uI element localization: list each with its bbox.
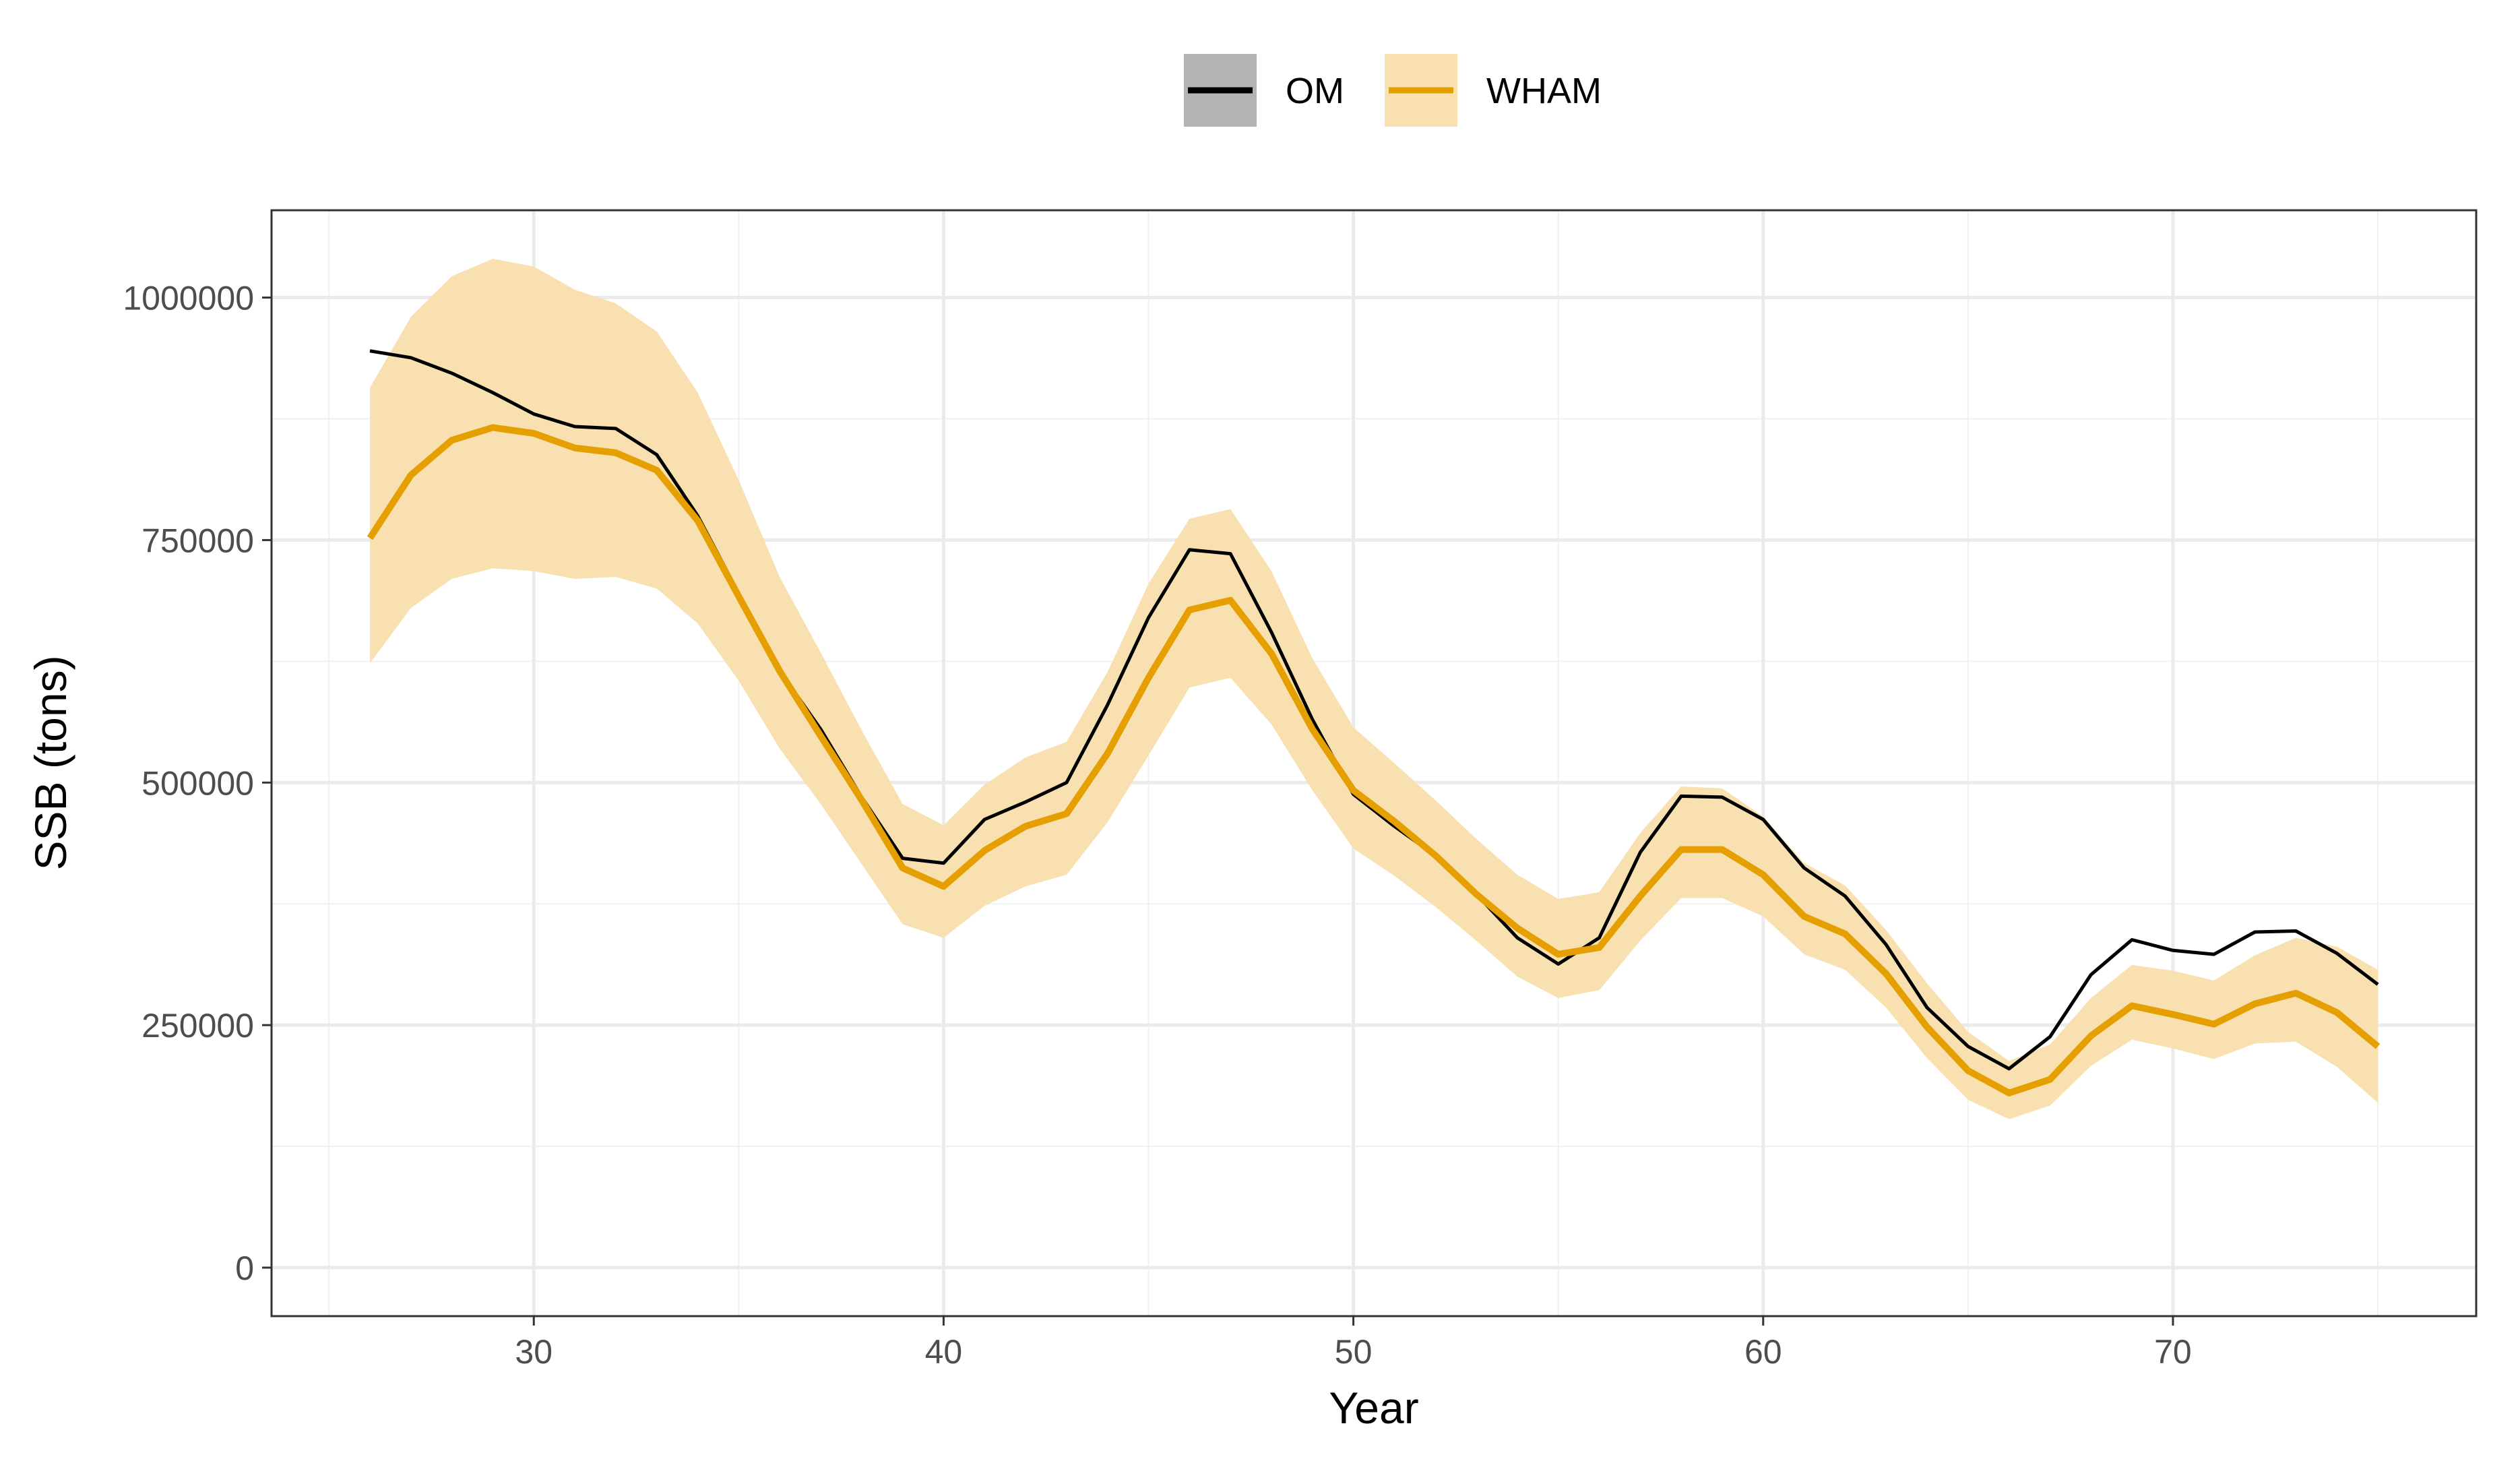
panel-border bbox=[270, 209, 2478, 1317]
y-axis-ticks: 0 250000 500000 750000 1000000 bbox=[123, 280, 272, 1287]
x-axis-title: Year bbox=[1329, 1383, 1418, 1433]
x-tick-label: 60 bbox=[1744, 1333, 1782, 1371]
x-tick-label: 70 bbox=[2154, 1333, 2192, 1371]
y-tick-label: 750000 bbox=[141, 522, 254, 559]
y-tick-label: 500000 bbox=[141, 764, 254, 802]
wham-series-line bbox=[367, 424, 2381, 1096]
y-tick-label: 0 bbox=[235, 1249, 254, 1287]
legend-label-wham: WHAM bbox=[1486, 71, 1602, 111]
legend-label-om: OM bbox=[1286, 71, 1344, 111]
y-axis-title: SSB (tons) bbox=[26, 655, 75, 870]
y-tick-label: 1000000 bbox=[123, 280, 254, 317]
minor-gridlines bbox=[272, 210, 2476, 1316]
x-axis-ticks: 30 40 50 60 70 bbox=[515, 1316, 2192, 1371]
x-tick-label: 30 bbox=[515, 1333, 553, 1371]
legend: OM WHAM bbox=[1184, 54, 1602, 127]
y-tick-label: 250000 bbox=[141, 1007, 254, 1045]
wham-confidence-band bbox=[370, 259, 2378, 1119]
x-tick-label: 50 bbox=[1335, 1333, 1373, 1371]
x-tick-label: 40 bbox=[925, 1333, 963, 1371]
